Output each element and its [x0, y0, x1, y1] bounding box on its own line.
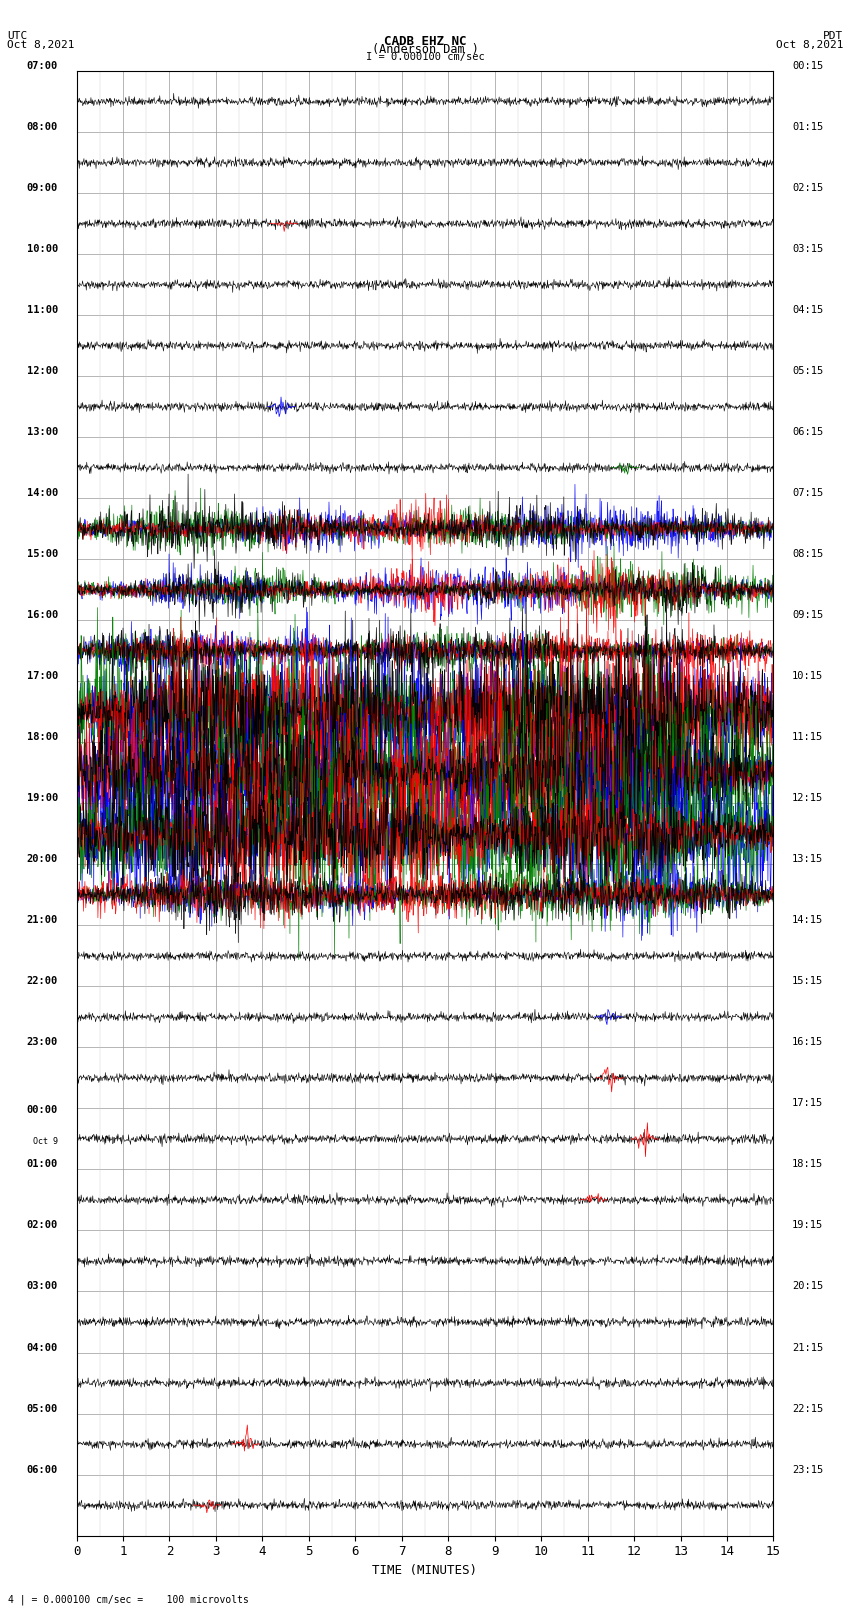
Text: 01:00: 01:00 — [26, 1160, 58, 1169]
Text: 09:00: 09:00 — [26, 182, 58, 194]
Text: I = 0.000100 cm/sec: I = 0.000100 cm/sec — [366, 52, 484, 61]
Text: Oct 8,2021: Oct 8,2021 — [776, 40, 843, 50]
Text: 11:15: 11:15 — [792, 732, 824, 742]
Text: 14:15: 14:15 — [792, 915, 824, 926]
Text: UTC: UTC — [7, 31, 27, 40]
Text: 02:15: 02:15 — [792, 182, 824, 194]
Text: (Anderson Dam ): (Anderson Dam ) — [371, 44, 479, 56]
Text: 14:00: 14:00 — [26, 489, 58, 498]
Text: 06:15: 06:15 — [792, 427, 824, 437]
Text: 00:15: 00:15 — [792, 61, 824, 71]
Text: 12:15: 12:15 — [792, 794, 824, 803]
Text: 19:15: 19:15 — [792, 1221, 824, 1231]
Text: 22:15: 22:15 — [792, 1403, 824, 1413]
Text: 02:00: 02:00 — [26, 1221, 58, 1231]
Text: Oct 9: Oct 9 — [33, 1137, 58, 1147]
Text: 20:00: 20:00 — [26, 855, 58, 865]
Text: 16:00: 16:00 — [26, 610, 58, 621]
Text: 23:00: 23:00 — [26, 1037, 58, 1047]
Text: 08:00: 08:00 — [26, 123, 58, 132]
Text: 04:15: 04:15 — [792, 305, 824, 315]
Text: 13:00: 13:00 — [26, 427, 58, 437]
Text: 20:15: 20:15 — [792, 1281, 824, 1292]
Text: 15:00: 15:00 — [26, 548, 58, 560]
Text: PDT: PDT — [823, 31, 843, 40]
Text: 21:15: 21:15 — [792, 1342, 824, 1352]
Text: 19:00: 19:00 — [26, 794, 58, 803]
Text: 15:15: 15:15 — [792, 976, 824, 987]
Text: 16:15: 16:15 — [792, 1037, 824, 1047]
Text: 17:00: 17:00 — [26, 671, 58, 681]
Text: 09:15: 09:15 — [792, 610, 824, 621]
Text: 4 | = 0.000100 cm/sec =    100 microvolts: 4 | = 0.000100 cm/sec = 100 microvolts — [8, 1594, 249, 1605]
Text: 10:15: 10:15 — [792, 671, 824, 681]
X-axis label: TIME (MINUTES): TIME (MINUTES) — [372, 1565, 478, 1578]
Text: 11:00: 11:00 — [26, 305, 58, 315]
Text: 13:15: 13:15 — [792, 855, 824, 865]
Text: 18:00: 18:00 — [26, 732, 58, 742]
Text: 10:00: 10:00 — [26, 244, 58, 255]
Text: 17:15: 17:15 — [792, 1098, 824, 1108]
Text: 01:15: 01:15 — [792, 123, 824, 132]
Text: 22:00: 22:00 — [26, 976, 58, 987]
Text: 23:15: 23:15 — [792, 1465, 824, 1474]
Text: CADB EHZ NC: CADB EHZ NC — [383, 35, 467, 48]
Text: 00:00: 00:00 — [26, 1105, 58, 1115]
Text: 04:00: 04:00 — [26, 1342, 58, 1352]
Text: Oct 8,2021: Oct 8,2021 — [7, 40, 74, 50]
Text: 21:00: 21:00 — [26, 915, 58, 926]
Text: 06:00: 06:00 — [26, 1465, 58, 1474]
Text: 07:00: 07:00 — [26, 61, 58, 71]
Text: 18:15: 18:15 — [792, 1160, 824, 1169]
Text: 05:00: 05:00 — [26, 1403, 58, 1413]
Text: 03:00: 03:00 — [26, 1281, 58, 1292]
Text: 03:15: 03:15 — [792, 244, 824, 255]
Text: 07:15: 07:15 — [792, 489, 824, 498]
Text: 12:00: 12:00 — [26, 366, 58, 376]
Text: 08:15: 08:15 — [792, 548, 824, 560]
Text: 05:15: 05:15 — [792, 366, 824, 376]
